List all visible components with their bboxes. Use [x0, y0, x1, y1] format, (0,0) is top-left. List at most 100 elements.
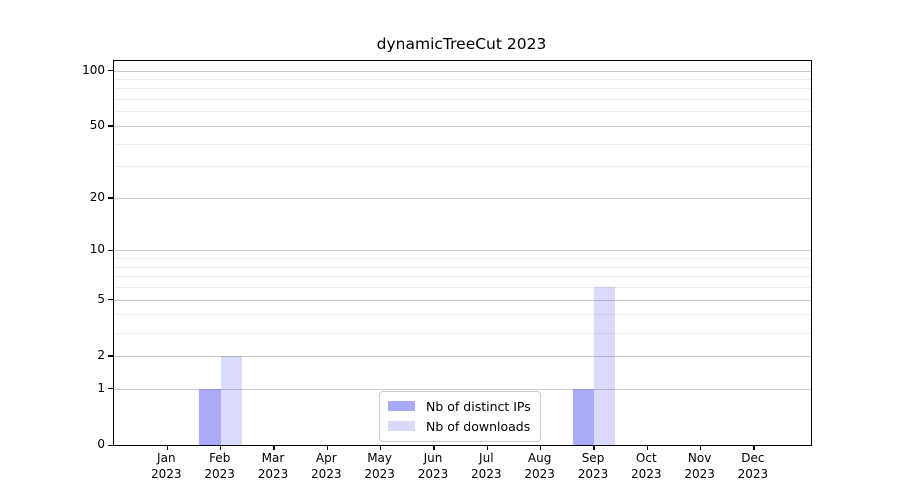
bar-distinct-ips — [199, 388, 221, 445]
x-tick-mark — [166, 445, 168, 450]
y-tick-mark — [107, 388, 113, 390]
legend-entry-distinct-ips: Nb of distinct IPs — [388, 396, 531, 416]
x-tick-mark — [700, 445, 702, 450]
y-tick-label: 2 — [97, 347, 105, 362]
x-tick-label: Nov 2023 — [660, 451, 740, 482]
gridline-major — [114, 299, 811, 301]
x-tick-year: 2023 — [151, 466, 182, 481]
x-tick-label: Oct 2023 — [606, 451, 686, 482]
x-tick-month: Aug — [527, 451, 552, 465]
x-tick-label: Jun 2023 — [393, 451, 473, 482]
y-tick-mark — [107, 197, 113, 199]
gridline-minor — [114, 276, 811, 278]
x-tick-label: Aug 2023 — [500, 451, 580, 482]
x-tick-month: Apr — [315, 451, 337, 465]
x-tick-year: 2023 — [311, 466, 342, 481]
x-axis: Jan 2023 Feb 2023 Mar 2023 Apr 2023 May 2023 Jun 20… — [113, 451, 810, 493]
x-tick-month: Jun — [423, 451, 443, 465]
x-tick-month: Dec — [741, 451, 765, 465]
x-tick-month: Nov — [687, 451, 712, 465]
y-tick-mark — [107, 125, 113, 127]
x-tick-label: Dec 2023 — [713, 451, 793, 482]
x-tick-label: Jan 2023 — [126, 451, 206, 482]
x-tick-year: 2023 — [204, 466, 235, 481]
x-tick-month: Mar — [261, 451, 285, 465]
gridline-minor — [114, 332, 811, 334]
legend-swatch-distinct-ips — [388, 401, 415, 411]
bar-downloads — [594, 287, 616, 445]
x-tick-year: 2023 — [257, 466, 289, 481]
y-tick-label: 100 — [82, 62, 105, 77]
y-tick-label: 1 — [97, 380, 105, 395]
chart-title: dynamicTreeCut 2023 — [376, 35, 547, 53]
gridline-minor — [114, 258, 811, 260]
x-tick-year: 2023 — [417, 466, 449, 481]
bars-layer — [114, 61, 811, 445]
legend-swatch-downloads — [388, 421, 415, 431]
gridline-major — [114, 197, 811, 199]
x-tick-year: 2023 — [684, 466, 715, 481]
gridline-major — [114, 355, 811, 357]
gridline-minor — [114, 88, 811, 90]
x-tick-year: 2023 — [577, 466, 609, 481]
gridlines-layer — [114, 61, 811, 445]
y-tick-mark — [107, 249, 113, 252]
x-tick-month: Feb — [209, 451, 231, 465]
gridline-minor — [114, 266, 811, 268]
x-tick-label: Apr 2023 — [286, 451, 366, 482]
x-tick-year: 2023 — [364, 466, 395, 481]
x-tick-year: 2023 — [524, 466, 555, 481]
x-tick-label: Mar 2023 — [233, 451, 313, 482]
x-tick-mark — [753, 445, 755, 450]
gridline-minor — [114, 166, 811, 168]
x-tick-mark — [646, 445, 648, 450]
x-tick-label: Feb 2023 — [180, 451, 260, 482]
gridline-minor — [114, 111, 811, 113]
legend-label-downloads: Nb of downloads — [426, 418, 531, 434]
x-tick-label: Sep 2023 — [553, 451, 633, 482]
gridline-major — [114, 250, 811, 252]
x-tick-year: 2023 — [471, 466, 502, 481]
plot-area: Nb of distinct IPs Nb of downloads — [107, 60, 812, 450]
gridline-minor — [114, 143, 811, 145]
y-tick-label: 10 — [89, 242, 105, 257]
gridline-minor — [114, 287, 811, 289]
gridline-minor — [114, 99, 811, 101]
y-tick-mark — [107, 299, 113, 301]
legend-label-distinct-ips: Nb of distinct IPs — [426, 398, 531, 414]
x-tick-mark — [273, 445, 275, 450]
x-tick-year: 2023 — [631, 466, 662, 481]
x-tick-month: Oct — [635, 451, 657, 465]
x-tick-month: Sep — [581, 451, 605, 465]
x-tick-mark — [326, 445, 328, 450]
bar-distinct-ips — [572, 388, 594, 445]
legend-entry-downloads: Nb of downloads — [388, 416, 531, 436]
y-tick-label: 20 — [89, 189, 105, 204]
legend: Nb of distinct IPs Nb of downloads — [379, 391, 541, 442]
y-tick-mark — [107, 444, 113, 446]
bar-downloads — [220, 355, 242, 445]
x-tick-label: Jul 2023 — [446, 451, 526, 482]
gridline-minor — [114, 314, 811, 316]
x-tick-mark — [380, 445, 382, 450]
gridline-minor — [114, 78, 811, 80]
x-tick-mark — [593, 445, 595, 450]
x-tick-month: Jan — [157, 451, 176, 465]
x-tick-mark — [486, 445, 488, 450]
y-tick-label: 0 — [97, 437, 105, 451]
x-tick-year: 2023 — [737, 466, 769, 481]
y-tick-label: 5 — [97, 291, 105, 306]
gridline-major — [114, 70, 811, 72]
x-tick-month: May — [367, 451, 392, 465]
x-tick-mark — [220, 445, 222, 450]
y-tick-mark — [107, 70, 113, 72]
x-tick-mark — [433, 445, 435, 450]
x-tick-month: Jul — [479, 451, 494, 465]
x-tick-mark — [540, 445, 542, 450]
gridline-major — [114, 125, 811, 127]
y-tick-mark — [107, 355, 113, 357]
y-tick-label: 50 — [89, 117, 105, 132]
y-axis: 0 1 2 5 10 20 50 100 — [0, 60, 105, 452]
x-tick-label: May 2023 — [340, 451, 420, 482]
